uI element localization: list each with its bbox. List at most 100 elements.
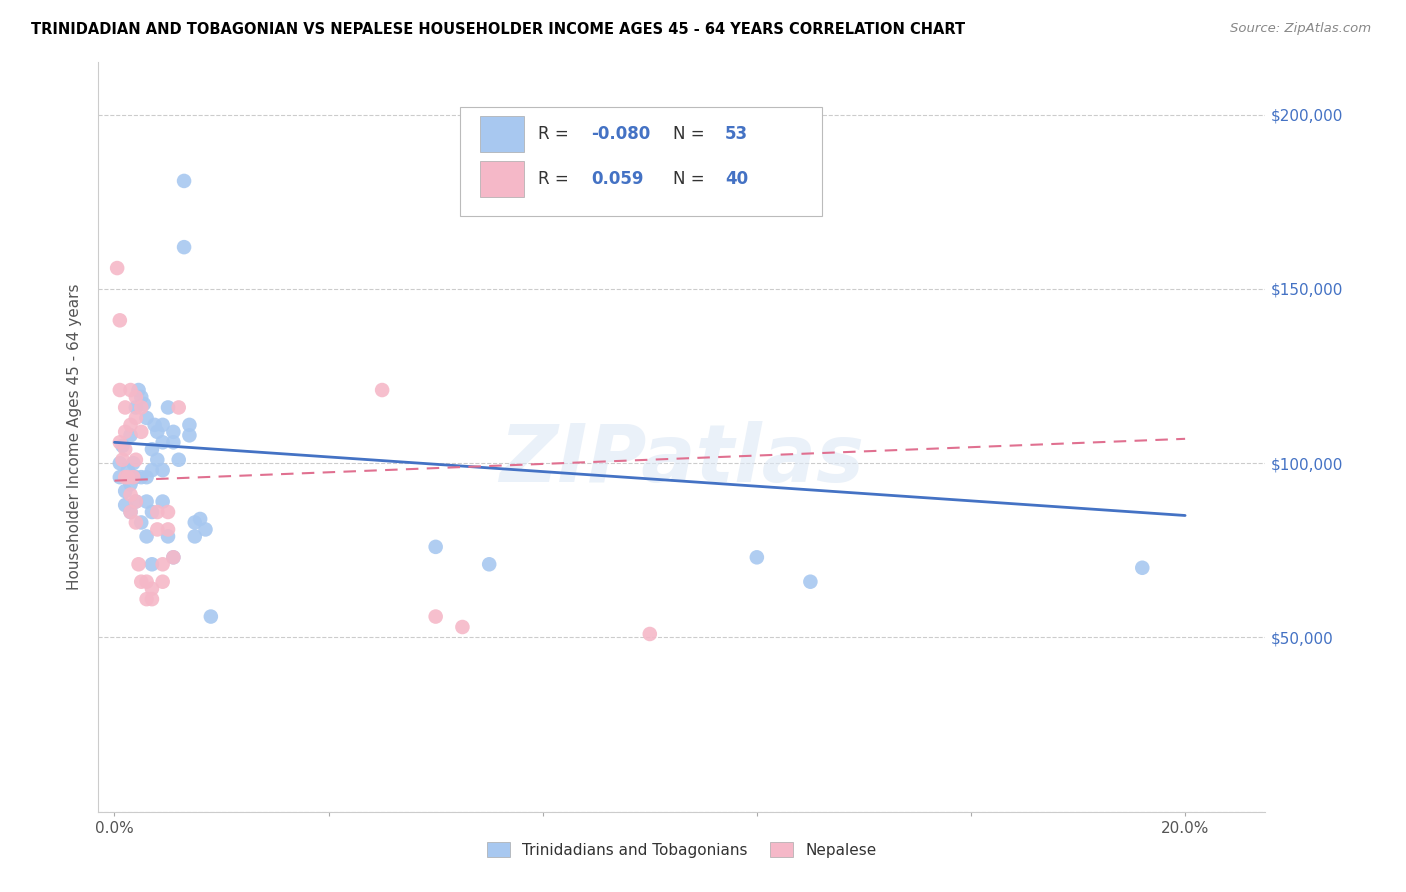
Point (156, 523, 179, 537)
Point (141, 582, 163, 596)
Point (132, 397, 155, 411)
Legend: Trinidadians and Tobagonians, Nepalese: Trinidadians and Tobagonians, Nepalese (481, 837, 883, 864)
Point (135, 494, 157, 508)
Point (162, 425, 184, 439)
Point (125, 390, 148, 404)
Text: N =: N = (672, 169, 710, 187)
Point (114, 401, 136, 415)
Point (141, 592, 163, 607)
Point (146, 452, 169, 467)
Y-axis label: Householder Income Ages 45 - 64 years: Householder Income Ages 45 - 64 years (67, 284, 83, 591)
Point (179, 417, 201, 432)
Point (120, 383, 142, 397)
Point (162, 435, 184, 450)
Point (478, 558, 501, 572)
Point (146, 425, 169, 439)
Point (184, 516, 207, 530)
Point (141, 463, 163, 477)
Point (152, 435, 174, 450)
Point (799, 574, 821, 589)
Point (128, 558, 150, 572)
Point (146, 523, 169, 537)
Point (152, 574, 174, 589)
Point (120, 477, 142, 491)
Point (125, 516, 148, 530)
Point (125, 494, 148, 508)
Point (425, 540, 447, 554)
Point (108, 313, 131, 327)
Point (371, 383, 394, 397)
Point (173, 174, 195, 188)
Point (135, 529, 157, 543)
Point (143, 417, 166, 432)
Bar (479, 161, 524, 197)
Point (152, 494, 174, 508)
Point (194, 523, 217, 537)
Point (105, 261, 128, 276)
Point (167, 452, 190, 467)
Point (117, 470, 139, 484)
Text: 0.059: 0.059 (591, 169, 644, 187)
Point (141, 505, 163, 519)
Text: N =: N = (672, 125, 710, 143)
Point (125, 401, 148, 415)
Point (167, 401, 190, 415)
Text: R =: R = (538, 169, 575, 187)
Point (638, 627, 661, 641)
Text: TRINIDADIAN AND TOBAGONIAN VS NEPALESE HOUSEHOLDER INCOME AGES 45 - 64 YEARS COR: TRINIDADIAN AND TOBAGONIAN VS NEPALESE H… (31, 22, 965, 37)
Point (125, 411, 148, 425)
Point (179, 428, 201, 442)
Point (108, 470, 131, 484)
Point (128, 383, 150, 397)
Point (129, 425, 152, 439)
Point (425, 609, 447, 624)
Point (120, 505, 142, 519)
Point (451, 620, 474, 634)
Text: ZIPatlas: ZIPatlas (499, 420, 865, 499)
Point (152, 463, 174, 477)
Point (114, 425, 136, 439)
Point (156, 529, 179, 543)
Point (114, 498, 136, 512)
Point (141, 558, 163, 572)
Point (125, 494, 148, 508)
Text: Source: ZipAtlas.com: Source: ZipAtlas.com (1230, 22, 1371, 36)
Point (146, 505, 169, 519)
Point (108, 456, 131, 470)
Text: 53: 53 (725, 125, 748, 143)
Point (135, 592, 157, 607)
Text: -0.080: -0.080 (591, 125, 650, 143)
Point (120, 428, 142, 442)
Bar (479, 116, 524, 153)
FancyBboxPatch shape (460, 107, 823, 216)
Point (156, 505, 179, 519)
Point (111, 452, 134, 467)
Point (129, 470, 152, 484)
Point (129, 574, 152, 589)
Point (1130, 561, 1153, 575)
Point (114, 484, 136, 499)
Point (135, 470, 157, 484)
Point (129, 516, 152, 530)
Point (152, 417, 174, 432)
Point (152, 558, 174, 572)
Point (120, 505, 142, 519)
Point (129, 401, 152, 415)
Point (114, 442, 136, 457)
Point (120, 487, 142, 501)
Text: 40: 40 (725, 169, 748, 187)
Point (111, 439, 134, 453)
Point (122, 456, 145, 470)
Text: R =: R = (538, 125, 575, 143)
Point (108, 435, 131, 450)
Point (129, 390, 152, 404)
Point (156, 401, 179, 415)
Point (122, 470, 145, 484)
Point (135, 411, 157, 425)
Point (135, 574, 157, 589)
Point (162, 550, 184, 565)
Point (184, 529, 207, 543)
Point (125, 470, 148, 484)
Point (162, 550, 184, 565)
Point (108, 383, 131, 397)
